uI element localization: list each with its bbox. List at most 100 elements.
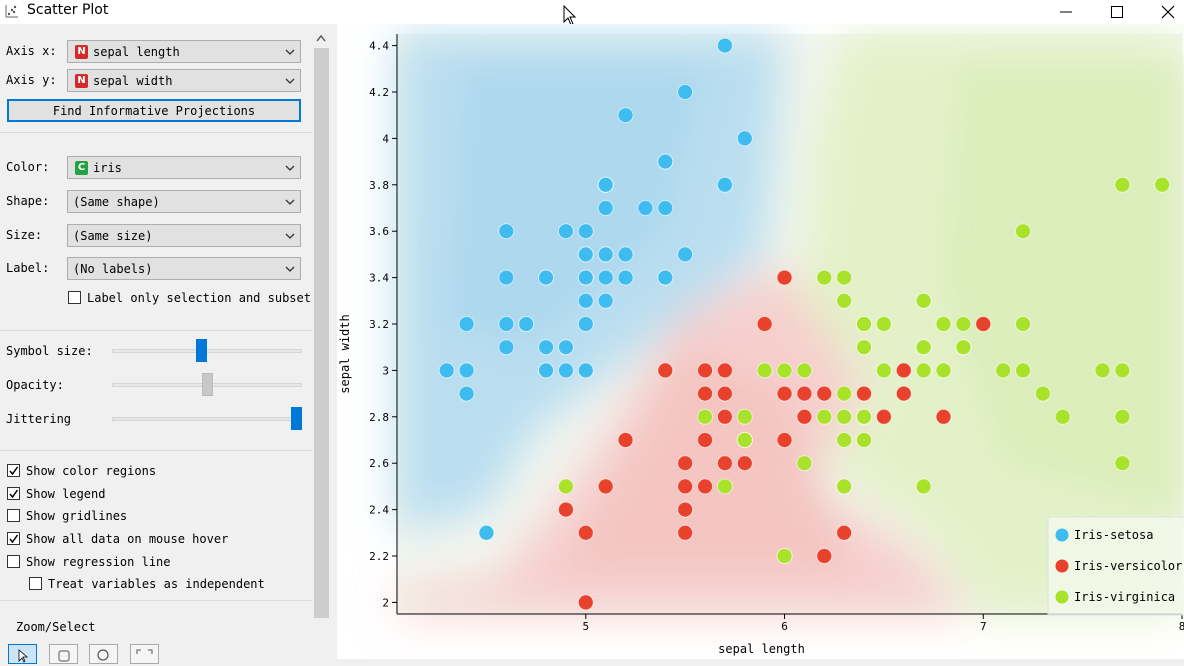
option-checkbox[interactable] [7,464,20,477]
data-point[interactable] [816,385,833,402]
data-point[interactable] [597,246,614,263]
data-point[interactable] [756,316,773,332]
data-point[interactable] [557,501,574,518]
pan-tool-button[interactable] [49,644,78,664]
data-point[interactable] [1015,362,1032,379]
data-point[interactable] [597,269,614,286]
find-informative-projections-button[interactable]: Find Informative Projections [7,99,301,122]
data-point[interactable] [776,548,793,564]
data-point[interactable] [975,316,992,332]
data-point[interactable] [1034,385,1051,402]
data-point[interactable] [716,478,733,495]
data-point[interactable] [577,292,594,309]
data-point[interactable] [856,408,873,425]
scatter-chart[interactable]: 5 6 7 8 2 2.2 2.4 2.6 2.8 3 3.2 3.4 3.6 3.8 4 4.2 4.4 sep… [337,24,1184,659]
data-point[interactable] [935,408,952,425]
data-point[interactable] [796,362,813,379]
data-point[interactable] [935,362,952,379]
data-point[interactable] [955,339,972,356]
data-point[interactable] [776,362,793,379]
data-point[interactable] [557,362,574,379]
data-point[interactable] [796,455,813,472]
data-point[interactable] [816,408,833,425]
data-point[interactable] [657,269,674,286]
label-select[interactable]: (No labels) [67,257,301,280]
data-point[interactable] [836,269,853,286]
data-point[interactable] [577,223,594,240]
data-point[interactable] [498,339,515,356]
data-point[interactable] [716,385,733,402]
data-point[interactable] [895,362,912,379]
jittering-track[interactable] [112,417,302,421]
scatter-plot-area[interactable]: 5 6 7 8 2 2.2 2.4 2.6 2.8 3 3.2 3.4 3.6 3.8 4 4.2 4.4 sep… [337,24,1184,659]
data-point[interactable] [776,269,793,286]
data-point[interactable] [796,408,813,425]
maximize-button[interactable] [1094,0,1140,24]
option-checkbox[interactable] [7,532,20,545]
data-point[interactable] [617,107,634,124]
scrollbar-thumb[interactable] [314,48,329,618]
data-point[interactable] [597,292,614,309]
data-point[interactable] [915,339,932,356]
data-point[interactable] [597,176,614,193]
data-point[interactable] [577,594,594,611]
data-point[interactable] [1114,408,1131,425]
data-point[interactable] [836,385,853,402]
data-point[interactable] [935,316,952,332]
data-point[interactable] [856,339,873,356]
data-point[interactable] [557,478,574,495]
data-point[interactable] [776,432,793,448]
data-point[interactable] [816,548,833,564]
data-point[interactable] [677,501,694,518]
data-point[interactable] [677,455,694,472]
data-point[interactable] [875,362,892,379]
data-point[interactable] [836,432,853,448]
panel-scrollbar[interactable] [312,24,330,659]
data-points[interactable] [438,37,1171,611]
data-point[interactable] [657,200,674,216]
select-tool-button[interactable] [8,644,37,664]
data-point[interactable] [677,246,694,263]
data-point[interactable] [637,200,654,216]
data-point[interactable] [1054,408,1071,425]
data-point[interactable] [557,223,574,240]
option-checkbox[interactable] [29,577,42,590]
data-point[interactable] [1015,316,1032,332]
data-point[interactable] [856,316,873,332]
data-point[interactable] [856,432,873,448]
data-point[interactable] [856,385,873,402]
data-point[interactable] [915,478,932,495]
data-point[interactable] [1114,176,1131,193]
symbol-size-slider-handle[interactable] [196,339,208,362]
data-point[interactable] [1094,362,1111,379]
axis-x-select[interactable]: N sepal length [67,40,301,63]
option-checkbox[interactable] [7,509,20,522]
data-point[interactable] [1015,223,1032,240]
data-point[interactable] [875,316,892,332]
data-point[interactable] [458,316,475,332]
data-point[interactable] [538,269,555,286]
data-point[interactable] [557,339,574,356]
shape-select[interactable]: (Same shape) [67,190,301,213]
option-checkbox[interactable] [7,487,20,500]
jittering-slider-handle[interactable] [291,407,302,430]
data-point[interactable] [736,432,753,448]
data-point[interactable] [1154,176,1171,193]
data-point[interactable] [697,408,714,425]
zoom-tool-button[interactable] [89,644,118,664]
data-point[interactable] [915,292,932,309]
data-point[interactable] [716,455,733,472]
data-point[interactable] [1114,362,1131,379]
opacity-slider-handle[interactable] [201,373,213,396]
data-point[interactable] [438,362,455,379]
data-point[interactable] [796,385,813,402]
data-point[interactable] [716,362,733,379]
data-point[interactable] [736,408,753,425]
data-point[interactable] [836,524,853,541]
data-point[interactable] [677,84,694,100]
data-point[interactable] [716,176,733,193]
data-point[interactable] [577,269,594,286]
data-point[interactable] [995,362,1012,379]
axis-y-select[interactable]: N sepal width [67,69,301,92]
data-point[interactable] [597,478,614,495]
